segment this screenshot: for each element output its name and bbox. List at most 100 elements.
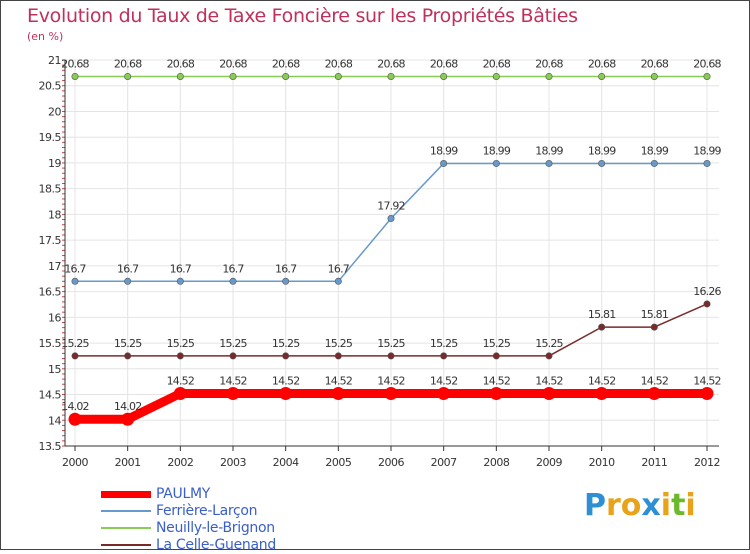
data-point [71,352,79,360]
series [68,72,714,426]
legend-item-paulmy: PAULMY [101,486,341,503]
data-point [387,215,395,223]
data-point [334,72,342,80]
data-point [489,387,503,401]
data-label: 15.25 [167,337,195,350]
legend-swatch-ferriere-larcon [101,510,151,512]
data-point [700,387,714,401]
y-tick-label: 20.5 [39,80,62,93]
data-point [334,277,342,285]
data-label: 20.68 [219,57,247,70]
chart-subtitle: (en %) [27,30,64,43]
data-label: 20.68 [61,57,89,70]
y-tick-label: 18.5 [39,183,62,196]
y-tick-label: 17 [48,260,61,273]
grid [65,59,719,447]
data-label: 20.68 [693,57,721,70]
data-label: 14.52 [641,375,669,388]
data-label: 20.68 [167,57,195,70]
y-tick-label: 15.5 [39,337,62,350]
data-point [387,352,395,360]
data-point [492,72,500,80]
data-label: 14.52 [693,375,721,388]
data-point [229,277,237,285]
logo-letter: o [620,488,642,523]
x-tick-label: 2010 [589,456,615,469]
data-label: 14.52 [377,375,405,388]
x-tick-label: 2001 [115,456,141,469]
x-tick-label: 2008 [483,456,509,469]
x-tick-label: 2002 [167,456,193,469]
proxiti-logo: Proxiti [584,488,696,523]
data-label: 14.52 [167,375,195,388]
data-point [703,159,711,167]
x-tick-label: 2012 [694,456,720,469]
data-label: 14.52 [272,375,300,388]
data-label: 18.99 [483,144,511,157]
data-label: 18.99 [430,144,458,157]
data-label: 16.26 [693,285,721,298]
data-label: 20.68 [272,57,300,70]
data-label: 20.68 [535,57,563,70]
data-label: 16.7 [328,262,350,275]
data-point [647,387,661,401]
legend-swatch-paulmy [101,491,151,498]
y-tick-label: 15 [48,363,61,376]
data-label: 20.68 [325,57,353,70]
data-label: 18.99 [588,144,616,157]
data-label: 15.81 [588,308,616,321]
y-tick-label: 20 [48,105,61,118]
data-point [124,352,132,360]
data-label: 16.7 [64,262,86,275]
logo-letter: r [606,488,621,523]
data-label: 16.7 [275,262,297,275]
data-label: 16.7 [117,262,139,275]
data-point [545,352,553,360]
data-label: 15.25 [219,337,247,350]
data-point [279,387,293,401]
data-label: 18.99 [641,144,669,157]
data-point [703,72,711,80]
x-tick-label: 2000 [62,456,88,469]
x-tick-label: 2006 [378,456,404,469]
data-label: 15.25 [430,337,458,350]
data-label: 14.52 [430,375,458,388]
data-point [282,72,290,80]
data-label: 20.68 [114,57,142,70]
logo-letter: i [685,488,696,523]
data-label: 14.52 [219,375,247,388]
x-tick-label: 2009 [536,456,562,469]
data-label: 14.52 [483,375,511,388]
y-tick-label: 16.5 [39,286,62,299]
data-point [545,72,553,80]
data-label: 18.99 [693,144,721,157]
data-point [542,387,556,401]
data-label: 18.99 [535,144,563,157]
data-point [598,323,606,331]
data-point [437,387,451,401]
data-point [650,159,658,167]
legend-item-la-celle-guenand: La Celle-Guenand [101,537,341,554]
data-label: 14.02 [61,400,89,413]
plot-area [65,60,719,446]
data-point [176,277,184,285]
data-label: 15.25 [483,337,511,350]
data-point [229,72,237,80]
x-tick-label: 2003 [220,456,246,469]
data-point [598,72,606,80]
data-label: 15.25 [535,337,563,350]
legend-swatch-la-celle-guenand [101,544,151,546]
data-label: 14.02 [114,400,142,413]
data-point [545,159,553,167]
data-point [226,387,240,401]
data-label: 16.7 [222,262,244,275]
x-tick-label: 2004 [273,456,299,469]
data-label: 20.68 [483,57,511,70]
data-label: 14.52 [535,375,563,388]
chart-title: Evolution du Taux de Taxe Foncière sur l… [27,5,578,27]
y-tick-label: 17.5 [39,234,62,247]
y-tick-label: 14 [48,414,61,427]
legend-label-la-celle-guenand: La Celle-Guenand [156,537,276,553]
data-point [124,72,132,80]
